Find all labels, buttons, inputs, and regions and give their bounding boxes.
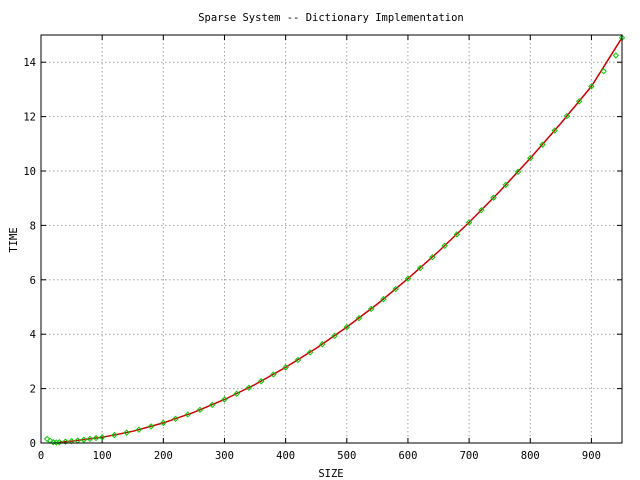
data-point — [257, 378, 265, 385]
series-layer — [43, 34, 626, 446]
data-point — [123, 429, 130, 436]
data-point — [343, 323, 350, 331]
data-point — [221, 396, 228, 403]
data-point — [392, 285, 399, 293]
data-point — [135, 426, 143, 433]
data-point — [600, 67, 607, 75]
series-line — [59, 37, 623, 443]
chart-title: Sparse System -- Dictionary Implementati… — [198, 12, 464, 24]
data-point — [490, 194, 497, 201]
data-point — [80, 436, 88, 443]
x-tick-label: 400 — [276, 450, 295, 462]
data-point — [147, 423, 155, 430]
data-point — [478, 206, 485, 214]
data-point — [612, 52, 620, 59]
data-point — [56, 438, 63, 446]
data-point — [527, 155, 534, 162]
data-point — [563, 112, 571, 120]
x-tick-label: 900 — [582, 450, 601, 462]
data-point — [184, 411, 191, 418]
data-point — [465, 219, 473, 226]
data-point — [68, 437, 75, 445]
x-tick-label: 100 — [93, 450, 112, 462]
data-point — [588, 83, 595, 90]
data-point — [368, 305, 375, 313]
y-tick-label: 14 — [23, 57, 36, 69]
data-point — [575, 98, 583, 105]
x-tick-label: 500 — [337, 450, 356, 462]
y-tick-label: 0 — [30, 438, 36, 450]
data-point — [86, 435, 94, 443]
data-point — [160, 419, 167, 427]
y-tick-label: 10 — [23, 166, 36, 178]
data-point — [306, 349, 314, 356]
data-point — [282, 364, 289, 371]
data-point — [245, 384, 253, 391]
y-tick-label: 6 — [30, 275, 36, 287]
data-point — [331, 332, 338, 340]
data-point — [319, 341, 326, 348]
data-point — [453, 231, 461, 238]
x-tick-label: 300 — [215, 450, 234, 462]
x-axis-label: SIZE — [318, 468, 343, 480]
data-point — [92, 434, 100, 442]
data-point — [270, 371, 277, 378]
y-tick-label: 4 — [30, 329, 36, 341]
x-tick-label: 800 — [521, 450, 540, 462]
data-point — [209, 401, 216, 409]
x-tick-label: 200 — [154, 450, 173, 462]
y-tick-label: 2 — [30, 384, 36, 396]
data-point — [233, 390, 240, 397]
data-point — [111, 431, 118, 439]
data-point — [404, 275, 412, 282]
data-point — [514, 168, 522, 176]
data-point — [502, 181, 510, 189]
ticks: 0 100 200 300 400 500 600 700 800 900 0 2 4 6 8 10 12 14 — [23, 35, 622, 462]
data-point — [551, 127, 558, 134]
data-point — [196, 406, 204, 414]
y-tick-label: 8 — [30, 220, 36, 232]
data-point — [416, 264, 424, 272]
data-point — [98, 434, 106, 441]
x-tick-label: 700 — [460, 450, 479, 462]
y-axis-label: TIME — [8, 227, 20, 252]
grid — [41, 35, 622, 443]
data-point — [294, 356, 302, 364]
data-point — [441, 242, 448, 250]
plot-frame — [40, 34, 623, 444]
data-point — [380, 295, 387, 303]
data-point — [62, 438, 69, 445]
data-point — [43, 435, 51, 443]
data-point — [539, 141, 546, 148]
data-point — [172, 415, 179, 422]
data-point — [355, 314, 363, 322]
x-tick-label: 600 — [398, 450, 417, 462]
data-point — [429, 254, 436, 261]
x-tick-label: 0 — [38, 450, 44, 462]
y-tick-label: 12 — [23, 112, 36, 124]
